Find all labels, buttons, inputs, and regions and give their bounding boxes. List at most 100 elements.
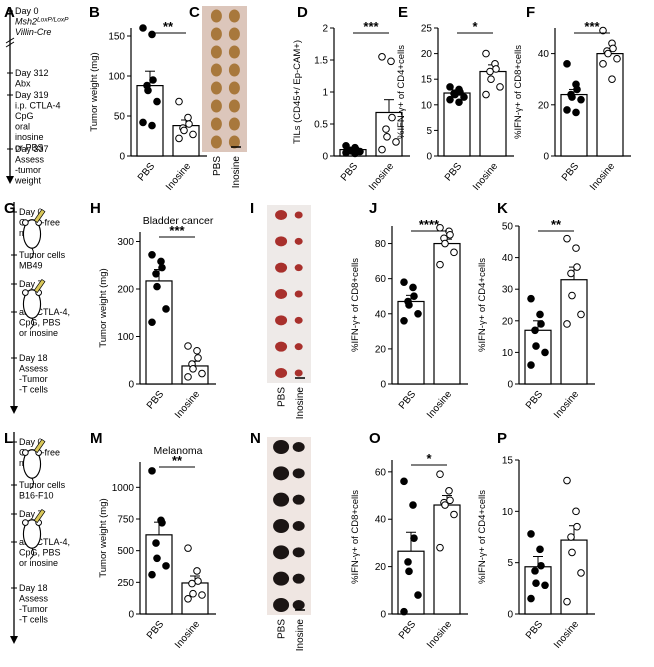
data-point [148, 121, 156, 130]
data-point [531, 326, 539, 335]
tumor [275, 315, 288, 326]
data-point [149, 76, 157, 84]
panel-label-M: M [90, 430, 103, 447]
timeline-text: Abx [15, 79, 31, 89]
panel-label-H: H [90, 200, 101, 217]
timeline-arrowhead [6, 176, 14, 184]
mouse-body [22, 219, 42, 249]
data-point [536, 545, 544, 554]
y-tick-label: 0 [507, 610, 513, 621]
timeline-L: Day 0Germ-freemiceTumor cellsB16-F10Day … [10, 432, 70, 644]
photo-C: PBS Inosine [202, 6, 247, 188]
data-point [460, 93, 468, 101]
data-point [487, 75, 495, 83]
timeline-text: inosine [15, 132, 44, 142]
y-tick-label: 200 [117, 285, 134, 296]
data-point [144, 86, 152, 95]
timeline-text: Msh2LoxP/LoxP [15, 17, 69, 27]
y-tick-label: 20 [538, 100, 550, 111]
data-point [184, 544, 192, 552]
tumor [294, 290, 303, 298]
y-tick-label: 300 [117, 237, 134, 248]
tumor [294, 237, 303, 245]
chart-B: 0 50 100 150 Tumor weight (mg) PBS Inosine ** [89, 19, 207, 193]
tumor [275, 341, 288, 352]
y-tick-label: 20 [421, 49, 433, 60]
y-axis-label: %IFN-γ+ of CD8+cells [350, 258, 361, 352]
photo-label: Inosine [231, 156, 242, 189]
x-tick-label: Inosine [367, 161, 396, 193]
y-tick-label: 40 [375, 309, 387, 320]
y-tick-label: 5 [426, 126, 432, 137]
timeline-text: or inosine [19, 558, 58, 568]
y-axis-label: %IFN-γ+ of CD4+cells [477, 258, 488, 352]
data-point [496, 83, 504, 91]
y-tick-label: 15 [502, 456, 514, 467]
tumor [210, 99, 222, 113]
tumor [210, 9, 222, 23]
timeline-text: Day 0 [19, 437, 43, 447]
photo-I: PBS Inosine [267, 205, 311, 419]
data-point [193, 346, 201, 355]
x-tick-label: Inosine [425, 619, 454, 651]
data-point [573, 263, 581, 271]
data-point [175, 97, 183, 106]
panel-label-N: N [250, 430, 261, 447]
data-point [541, 348, 549, 357]
mouse-icon [22, 278, 46, 330]
data-point [198, 369, 206, 378]
significance-label: ** [163, 19, 174, 34]
data-point [527, 361, 535, 369]
timeline-text: weight [14, 176, 42, 186]
data-point [563, 476, 571, 485]
data-point [405, 301, 413, 309]
data-point [450, 248, 458, 257]
data-point [194, 354, 202, 362]
data-point [568, 93, 576, 101]
mouse-ear [22, 219, 29, 226]
data-point [189, 589, 197, 598]
data-point [189, 365, 197, 373]
data-point [563, 320, 571, 328]
y-axis-label: Tumor weight (mg) [98, 498, 109, 577]
x-tick-label: Inosine [552, 389, 581, 421]
tumor [275, 368, 288, 378]
data-point [441, 239, 449, 248]
data-point [184, 342, 192, 350]
mouse-icon [22, 508, 46, 560]
data-point [608, 75, 616, 83]
data-point [400, 317, 408, 325]
chart-E: 0 5 10 15 20 25 %IFN-γ+ of CD4+cells PBS Inosine… [396, 19, 514, 193]
tumor [275, 262, 288, 273]
timeline-text: CpG, PBS [19, 548, 61, 558]
x-tick-label: PBS [145, 389, 167, 412]
data-point [378, 145, 386, 154]
data-point [536, 310, 544, 319]
timeline-text: Tumor cells [19, 250, 66, 260]
mouse-tail [29, 248, 34, 260]
data-point [563, 60, 571, 68]
data-point [577, 310, 585, 319]
data-point [400, 477, 408, 486]
x-tick-label: Inosine [552, 619, 581, 651]
data-point [148, 30, 156, 39]
data-point [400, 607, 408, 616]
data-point [532, 342, 540, 350]
timeline-text: anti-CTLA-4, [19, 307, 70, 317]
timeline-text: Day 0 [19, 207, 43, 217]
timeline-text: Day 7 [19, 509, 43, 519]
y-tick-label: 60 [375, 467, 387, 478]
y-tick-label: 100 [117, 332, 134, 343]
significance-label: *** [363, 19, 379, 34]
y-tick-label: 0 [380, 610, 386, 621]
data-point [527, 294, 535, 303]
chart-H: 0 100 200 300 Tumor weight (mg) Bladder cance… [98, 215, 216, 421]
y-tick-label: 5 [507, 558, 513, 569]
chart-K: 0 10 20 30 40 50 %IFN-γ+ of CD4+cells PBS Inosin… [477, 217, 595, 421]
data-point [148, 570, 156, 579]
data-point [148, 467, 156, 475]
y-tick-label: 0 [426, 152, 432, 163]
photo-N: PBS Inosine [267, 437, 311, 651]
tumor [273, 545, 290, 560]
data-point [563, 106, 571, 114]
